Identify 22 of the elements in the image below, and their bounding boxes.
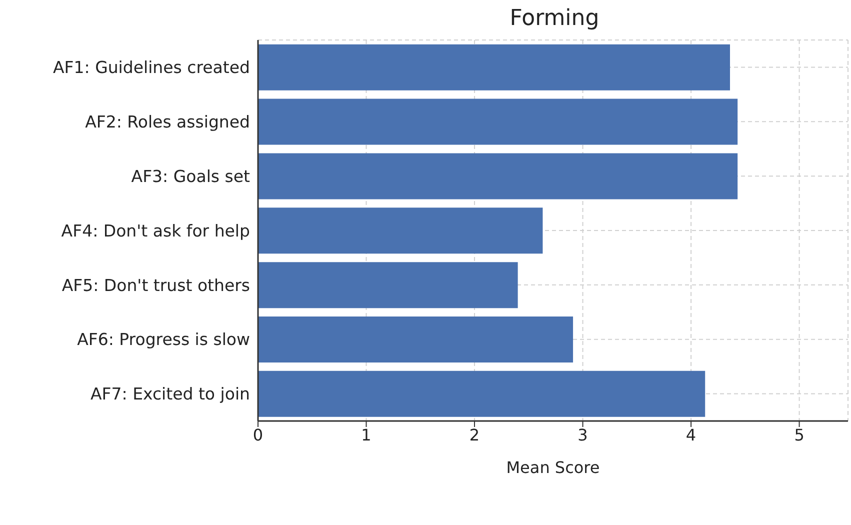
chart-title: Forming [508,6,600,31]
x-tick-label: 3 [578,425,588,444]
y-tick-label: AF3: Goals set [131,166,251,186]
y-tick-label: AF5: Don't trust others [62,276,250,295]
y-tick-label: AF1: Guidelines created [52,58,250,78]
x-tick-label: 0 [252,425,264,444]
x-tick-label: 2 [469,425,480,444]
bar [258,316,574,362]
y-tick-label: AF2: Roles assigned [85,112,250,132]
bar [258,262,518,308]
y-tick-label: AF4: Don't ask for help [61,221,250,240]
bar [258,208,543,254]
bar [258,153,738,200]
y-tick-label: AF7: Excited to join [90,384,250,404]
y-tick-label: AF6: Progress is slow [77,330,250,350]
x-tick-label: 5 [794,425,804,444]
x-tick-label: 1 [361,425,372,444]
x-tick-label: 4 [686,425,696,444]
bar [258,44,730,90]
bar [258,98,738,145]
bar [258,370,706,417]
x-axis-title: Mean Score [506,458,600,477]
